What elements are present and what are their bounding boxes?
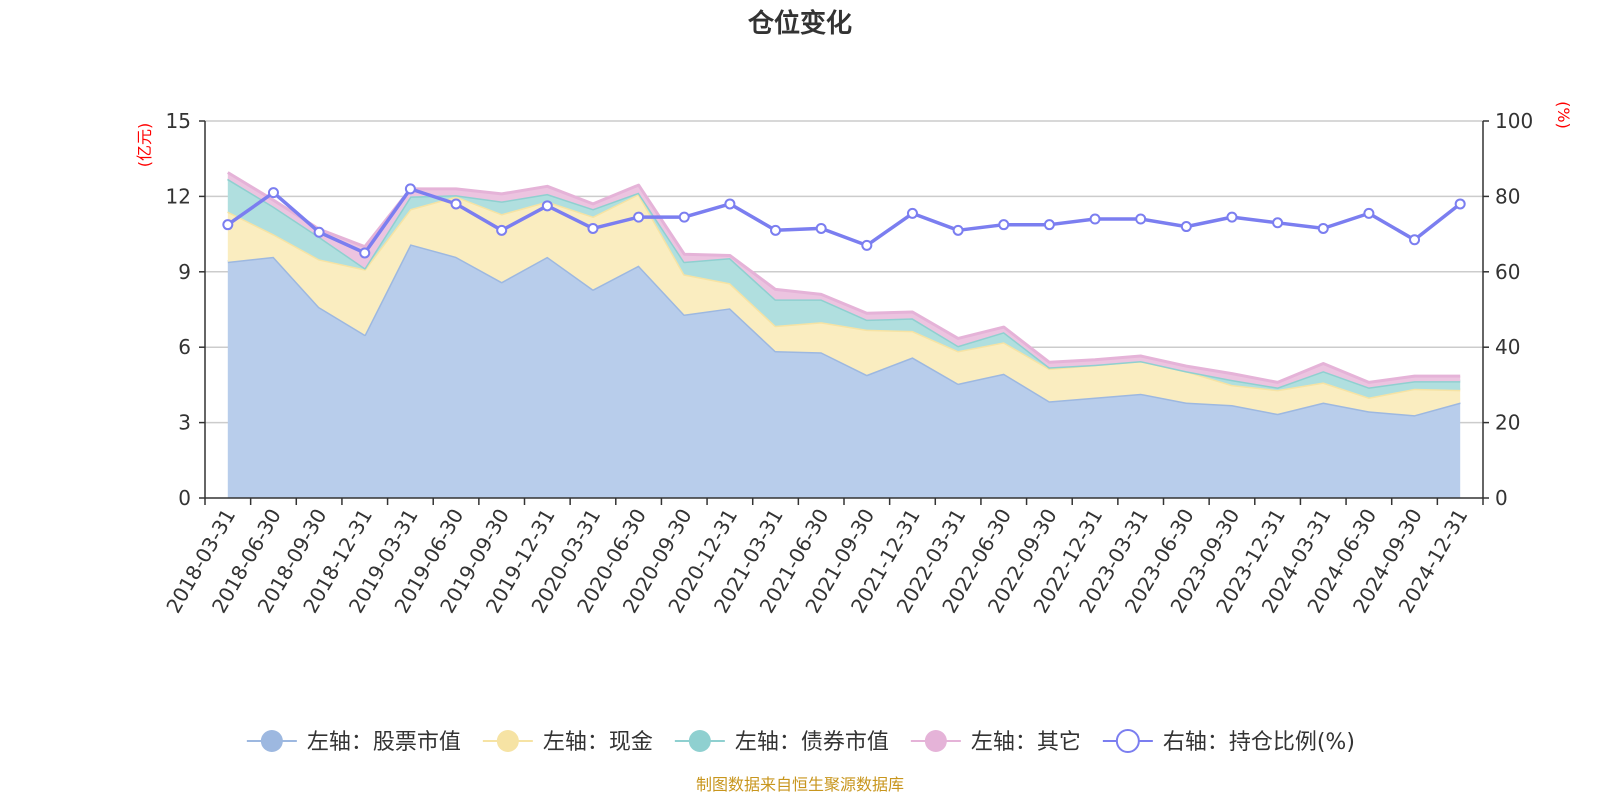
ratio-line [226, 187, 1462, 255]
right-tick-label: 100 [1495, 109, 1533, 133]
legend-label: 左轴：其它 [971, 730, 1081, 755]
legend-item: 左轴：其它 [910, 730, 1081, 755]
right-tick-label: 20 [1495, 411, 1520, 435]
ratio-point [1272, 217, 1284, 229]
chart-title: 仓位变化 [747, 8, 852, 39]
source-note: 制图数据来自恒生聚源数据库 [696, 775, 904, 794]
ratio-point [1454, 198, 1466, 210]
ratio-point [815, 222, 827, 234]
ratio-point [1226, 211, 1238, 223]
legend-marker [260, 730, 283, 752]
ratio-point [267, 187, 279, 199]
left-tick-label: 0 [178, 486, 191, 510]
legend-item: 左轴：现金 [482, 730, 653, 755]
left-tick-label: 12 [166, 184, 191, 208]
right-tick-label: 0 [1495, 486, 1508, 510]
ratio-point [998, 219, 1010, 231]
ratio-point [906, 207, 918, 219]
ratio-point [678, 211, 690, 223]
legend: 左轴：股票市值 左轴：现金 左轴：债券市值 左轴：其它 右轴：持仓比例(%) [246, 729, 1355, 755]
ratio-point [1043, 219, 1055, 231]
ratio-point [541, 200, 553, 212]
left-tick-label: 15 [166, 109, 191, 133]
left-tick-label: 6 [178, 335, 191, 359]
legend-item: 左轴：债券市值 [674, 730, 889, 755]
ratio-point [1409, 234, 1421, 246]
right-tick-label: 40 [1495, 335, 1520, 359]
ratio-point [1317, 222, 1329, 234]
legend-label: 左轴：股票市值 [307, 730, 461, 755]
legend-item: 左轴：股票市值 [246, 730, 461, 755]
ratio-point [359, 247, 371, 259]
left-tick-label: 3 [178, 411, 191, 435]
right-tick-label: 80 [1495, 184, 1520, 208]
ratio-point [1363, 207, 1375, 219]
legend-item: 右轴：持仓比例(%) [1102, 729, 1355, 755]
position-ratio-line [222, 183, 1466, 259]
right-tick-label: 60 [1495, 260, 1520, 284]
legend-label: 左轴：债券市值 [735, 730, 889, 755]
ratio-point [222, 219, 234, 231]
ratio-point [450, 198, 462, 210]
legend-marker [688, 730, 711, 752]
ratio-point [313, 226, 325, 238]
ratio-point [633, 211, 645, 223]
ratio-point [1089, 213, 1101, 225]
ratio-point [861, 239, 873, 251]
ratio-point [496, 224, 508, 236]
left-axis-unit: (亿元) [135, 123, 154, 168]
legend-marker [1115, 729, 1140, 753]
ratio-point [1180, 221, 1192, 233]
ratio-point [724, 198, 736, 210]
legend-marker [496, 730, 519, 752]
right-axis-unit: (%) [1554, 101, 1573, 129]
left-tick-label: 9 [178, 260, 191, 284]
area-series-0 [227, 244, 1461, 498]
ratio-point [404, 183, 416, 195]
ratio-point [770, 224, 782, 236]
area-series-1 [227, 193, 1461, 416]
ratio-point [952, 224, 964, 236]
legend-marker [924, 730, 947, 752]
ratio-point [1135, 213, 1147, 225]
legend-label: 左轴：现金 [543, 730, 653, 755]
legend-label: 右轴：持仓比例(%) [1163, 730, 1355, 755]
area-series-line-3 [227, 171, 1461, 384]
ratio-point [587, 222, 599, 234]
